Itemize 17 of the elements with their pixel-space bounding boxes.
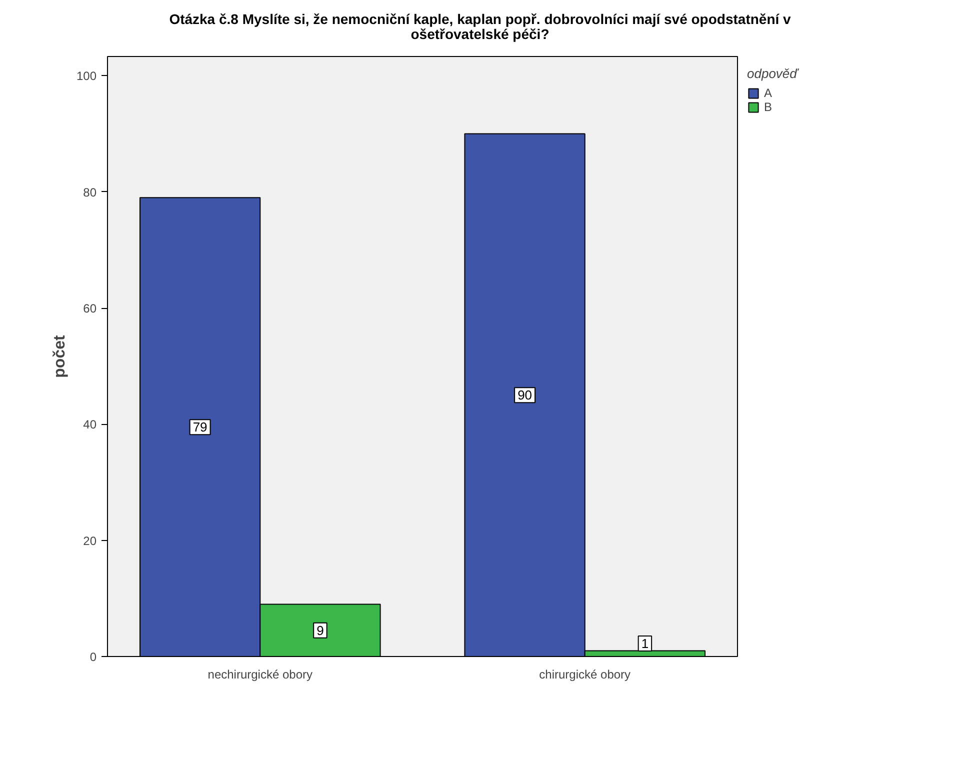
y-tick-label: 60 xyxy=(83,302,97,316)
data-label: 1 xyxy=(641,636,649,652)
y-tick-label: 20 xyxy=(83,534,97,548)
y-tick-label: 100 xyxy=(76,70,97,84)
data-label: 9 xyxy=(316,623,324,638)
y-tick-label: 0 xyxy=(90,650,97,664)
y-tick-label: 40 xyxy=(83,418,97,432)
data-label: 79 xyxy=(192,420,208,435)
data-label: 90 xyxy=(518,388,532,403)
y-tick-label: 80 xyxy=(83,186,97,200)
y-axis-title: počet xyxy=(51,334,68,378)
chart-title: Otázka č.8 Myslíte si, že nemocniční kaple, kaplan popř. dobrovolníci mají své opodstatnění v ošetřovatelské péči? xyxy=(169,11,791,42)
legend-label: B xyxy=(764,100,774,114)
x-tick-label: nechirurgické obory xyxy=(208,668,312,682)
legend-title: odpověď xyxy=(747,66,798,82)
x-tick-label: chirurgické obory xyxy=(539,668,631,682)
legend-label: A xyxy=(764,86,774,100)
